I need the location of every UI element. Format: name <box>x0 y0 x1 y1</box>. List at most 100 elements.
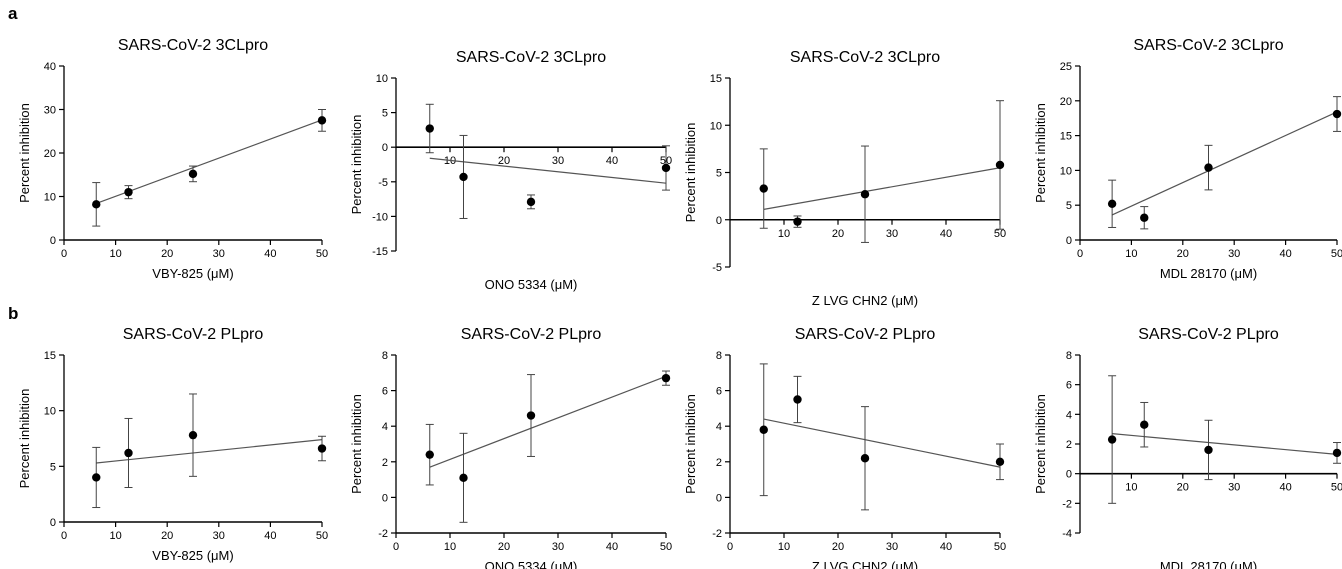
data-point <box>1332 109 1342 119</box>
y-tick-label: 4 <box>1066 409 1072 421</box>
data-point <box>526 197 536 207</box>
data-point <box>1204 163 1213 172</box>
chart-1: SARS-CoV-2 3CLpro 0 10 20 30 40 0 10 20 30 40 50 VBY… <box>17 37 328 281</box>
x-tick-label: 20 <box>498 541 510 553</box>
y-tick-label: -2 <box>378 528 388 540</box>
x-tick-label: 10 <box>778 541 790 553</box>
x-tick-label: 0 <box>61 248 67 260</box>
data-point <box>425 450 434 459</box>
fit-line <box>763 167 1001 210</box>
chart-3: SARS-CoV-2 3CLpro -5 0 5 10 15 10 20 30 40 50 Z LVG… <box>683 49 1006 308</box>
data-point <box>661 373 671 383</box>
y-tick-label: 10 <box>376 73 388 85</box>
chart-title: SARS-CoV-2 3CLpro <box>456 49 606 66</box>
y-tick-label: -15 <box>372 246 388 258</box>
y-tick-label: 0 <box>1066 469 1072 481</box>
x-tick-label: 50 <box>994 541 1006 553</box>
x-axis-label: ONO 5334 (μM) <box>485 277 578 292</box>
x-tick-label: 40 <box>1279 248 1291 260</box>
y-tick-label: -10 <box>372 211 388 223</box>
y-tick-label: 0 <box>382 142 388 154</box>
y-tick-label: 0 <box>50 517 56 529</box>
data-point <box>995 160 1005 170</box>
data-point <box>759 425 768 434</box>
y-axis-label: Percent inhibition <box>1033 103 1048 203</box>
fit-line <box>1112 433 1338 455</box>
x-tick-label: 10 <box>444 541 456 553</box>
chart-8: SARS-CoV-2 PLpro -4 -2 0 2 4 6 8 10 20 30 40 50 MDL 2… <box>1033 326 1342 569</box>
x-tick-label: 30 <box>552 541 564 553</box>
x-axis-label: MDL 28170 (μM) <box>1160 559 1257 569</box>
chart-4: SARS-CoV-2 3CLpro 0 5 10 15 20 25 0 10 20 30 40 50 MD… <box>1033 37 1342 281</box>
y-tick-label: 6 <box>716 386 722 398</box>
data-point <box>793 217 802 226</box>
y-axis-label: Percent inhibition <box>17 103 32 203</box>
x-tick-label: 20 <box>832 228 844 240</box>
data-point <box>188 169 198 179</box>
fit-line <box>763 418 1001 468</box>
data-point <box>317 444 327 453</box>
y-tick-label: 5 <box>50 461 56 473</box>
y-tick-label: -5 <box>712 262 722 274</box>
x-tick-label: 10 <box>444 155 456 167</box>
x-tick-label: 30 <box>1228 482 1240 494</box>
y-tick-label: 20 <box>1060 96 1072 108</box>
y-tick-label: 0 <box>50 235 56 247</box>
x-tick-label: 40 <box>606 541 618 553</box>
x-tick-label: 10 <box>778 228 790 240</box>
y-tick-label: 15 <box>44 350 56 362</box>
x-tick-label: 50 <box>316 248 328 260</box>
y-axis-label: Percent inhibition <box>683 394 698 494</box>
data-point <box>860 190 870 199</box>
y-tick-label: 0 <box>716 215 722 227</box>
x-tick-label: 30 <box>1228 248 1240 260</box>
y-tick-label: 5 <box>382 108 388 120</box>
x-tick-label: 40 <box>1279 482 1291 494</box>
x-tick-label: 30 <box>886 228 898 240</box>
y-tick-label: 4 <box>716 421 722 433</box>
chart-title: SARS-CoV-2 3CLpro <box>1133 37 1283 54</box>
x-tick-label: 20 <box>1177 248 1189 260</box>
y-tick-label: 5 <box>1066 200 1072 212</box>
x-tick-label: 40 <box>264 530 276 542</box>
x-tick-label: 30 <box>886 541 898 553</box>
x-tick-label: 10 <box>1125 248 1137 260</box>
fit-line <box>429 375 667 468</box>
chart-title: SARS-CoV-2 3CLpro <box>790 49 940 66</box>
y-tick-label: 40 <box>44 61 56 73</box>
y-axis-label: Percent inhibition <box>1033 394 1048 494</box>
data-point <box>860 454 870 463</box>
x-tick-label: 30 <box>552 155 564 167</box>
x-tick-label: 30 <box>213 248 225 260</box>
data-point <box>1204 445 1213 455</box>
x-tick-label: 10 <box>109 248 121 260</box>
data-point <box>661 163 671 173</box>
data-point <box>92 473 101 482</box>
x-tick-label: 40 <box>940 541 952 553</box>
y-tick-label: 0 <box>1066 235 1072 247</box>
y-tick-label: 8 <box>382 350 388 362</box>
y-tick-label: 0 <box>716 492 722 504</box>
y-tick-label: 10 <box>1060 165 1072 177</box>
data-point <box>759 184 768 193</box>
data-point <box>1140 213 1149 222</box>
y-tick-label: 6 <box>1066 380 1072 392</box>
chart-7: SARS-CoV-2 PLpro -2 0 2 4 6 8 0 10 20 30 40 50 Z LVG … <box>683 326 1006 569</box>
chart-title: SARS-CoV-2 PLpro <box>1138 326 1279 343</box>
x-tick-label: 50 <box>316 530 328 542</box>
x-tick-label: 20 <box>161 530 173 542</box>
x-tick-label: 50 <box>1331 482 1342 494</box>
x-tick-label: 50 <box>660 541 672 553</box>
fit-line <box>96 119 323 205</box>
fit-line <box>1111 111 1338 216</box>
x-tick-label: 0 <box>61 530 67 542</box>
x-tick-label: 10 <box>1125 482 1137 494</box>
x-tick-label: 10 <box>109 530 121 542</box>
data-point <box>317 116 327 125</box>
x-tick-label: 20 <box>498 155 510 167</box>
x-tick-label: 40 <box>940 228 952 240</box>
data-point <box>92 200 101 209</box>
y-tick-label: 20 <box>44 148 56 160</box>
y-axis-label: Percent inhibition <box>349 394 364 494</box>
